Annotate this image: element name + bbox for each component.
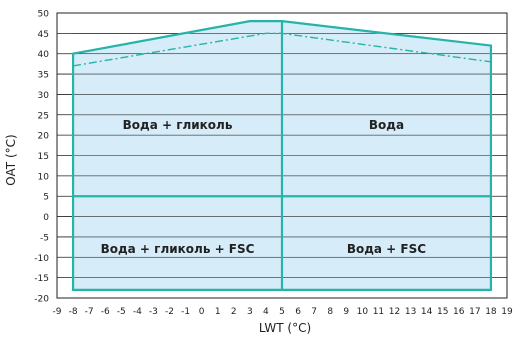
x-tick-label: 5: [279, 307, 285, 317]
x-tick-label: -4: [133, 307, 142, 317]
x-tick-label: 11: [373, 307, 384, 317]
x-tick-label: -2: [165, 307, 174, 317]
y-axis-label: OAT (°C): [4, 134, 18, 185]
x-tick-label: 13: [405, 307, 416, 317]
dash-dot-limit-line: [72, 32, 492, 67]
region-labels: Вода + гликоль Вода Вода + гликоль + FSC Во…: [101, 118, 427, 256]
region-label: Вода + гликоль: [123, 118, 233, 132]
x-tick-label: 19: [501, 307, 513, 317]
region-label: Вода + FSC: [347, 242, 426, 256]
x-tick-label: 15: [437, 307, 448, 317]
y-tick-label: 50: [38, 10, 50, 20]
x-tick-label: -6: [101, 307, 110, 317]
y-tick-label: 45: [38, 30, 49, 40]
region-label: Вода: [369, 118, 404, 132]
x-tick-label: -5: [117, 307, 126, 317]
y-tick-label: -10: [34, 254, 49, 264]
x-tick-label: 1: [215, 307, 221, 317]
y-tick-label: 5: [43, 193, 49, 203]
x-tick-label: -9: [53, 307, 62, 317]
plot-border: [56, 12, 508, 299]
x-tick-label: 8: [327, 307, 333, 317]
x-tick-label: 9: [343, 307, 349, 317]
y-tick-label: 40: [38, 50, 50, 60]
y-tick-label: -20: [34, 295, 49, 305]
x-tick-label: 0: [199, 307, 205, 317]
y-tick-label: 30: [38, 91, 50, 101]
x-tick-label: 10: [357, 307, 369, 317]
y-tick-label: 35: [38, 71, 49, 81]
x-tick-labels: -9 -8 -7 -6 -5 -4 -3 -2 -1 0 1 2 3 4 5 6 7 8 9 10 11 12 13 14 15…: [53, 307, 513, 317]
y-tick-label: 20: [38, 132, 50, 142]
x-tick-label: 12: [389, 307, 400, 317]
region-label: Вода + гликоль + FSC: [101, 242, 255, 256]
y-tick-label: 15: [38, 152, 49, 162]
y-tick-label: 10: [38, 172, 50, 182]
x-tick-label: 17: [469, 307, 480, 317]
x-tick-label: 2: [231, 307, 237, 317]
y-tick-label: 0: [43, 213, 49, 223]
y-tick-label: -5: [40, 233, 49, 243]
x-tick-label: 3: [247, 307, 253, 317]
x-tick-label: -8: [69, 307, 78, 317]
x-tick-label: 16: [453, 307, 465, 317]
x-tick-label: 14: [421, 307, 433, 317]
x-tick-label: 4: [263, 307, 269, 317]
x-tick-label: 7: [311, 307, 317, 317]
x-tick-label: -3: [149, 307, 158, 317]
y-tick-label: -15: [34, 274, 49, 284]
plot-frame: [56, 12, 508, 299]
x-axis-label: LWT (°C): [259, 321, 311, 335]
x-tick-label: -1: [181, 307, 190, 317]
x-tick-label: 18: [485, 307, 497, 317]
x-tick-label: -7: [85, 307, 94, 317]
y-tick-label: 25: [38, 111, 49, 121]
y-tick-labels: -20 -15 -10 -5 0 5 10 15 20 25 30 35 40 45 50: [34, 10, 49, 305]
x-tick-label: 6: [295, 307, 301, 317]
